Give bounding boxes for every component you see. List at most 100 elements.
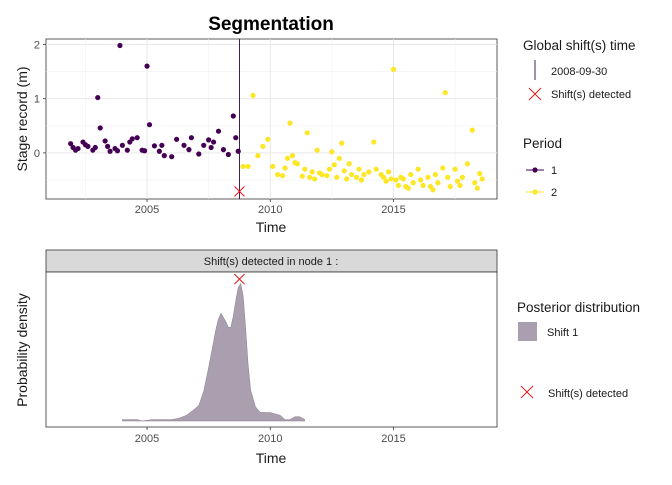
data-point-period-2	[284, 155, 291, 161]
data-point-period-2	[366, 169, 372, 175]
data-point-period-2	[279, 173, 286, 179]
data-point-period-1	[174, 136, 180, 142]
top-y-tick-label: 0	[34, 148, 40, 160]
top-panel: 2005 2010 2015 0 1 2 Time Stage record (m)	[14, 38, 498, 235]
data-point-period-1	[119, 142, 125, 148]
data-point-period-1	[186, 147, 192, 153]
data-point-period-2	[334, 174, 340, 180]
data-point-period-1	[105, 143, 111, 149]
data-point-period-1	[159, 142, 165, 148]
data-point-period-2	[395, 182, 402, 189]
legend-period-1-label: 1	[551, 165, 557, 177]
data-point-period-1	[92, 144, 98, 151]
data-point-period-2	[319, 171, 325, 178]
data-point-period-2	[464, 161, 471, 167]
bottom-legend: Posterior distribution Shift 1 Shift(s) …	[517, 300, 640, 400]
data-point-period-2	[307, 174, 313, 180]
data-point-period-1	[161, 153, 167, 159]
data-point-period-2	[405, 185, 411, 191]
legend-shift-time-label: 2008-09-30	[551, 66, 607, 78]
data-point-period-2	[346, 161, 352, 167]
data-point-period-2	[454, 178, 461, 184]
legend-bottom-detected-key	[520, 385, 534, 399]
data-point-period-1	[210, 139, 217, 145]
data-point-period-2	[255, 153, 261, 159]
posterior-density-area	[122, 282, 306, 422]
data-point-period-1	[235, 148, 241, 154]
data-point-period-2	[336, 155, 342, 161]
data-point-period-1	[95, 94, 101, 101]
top-legend: Global shift(s) time 2008-09-30 Shift(s)…	[523, 38, 636, 199]
data-point-period-2	[410, 180, 416, 186]
legend-period-2-key	[526, 189, 544, 195]
data-point-period-2	[361, 171, 367, 178]
data-point-period-1	[85, 143, 91, 149]
legend-period-2-label: 2	[551, 187, 557, 199]
legend-shift-title: Global shift(s) time	[523, 38, 636, 53]
data-point-period-1	[146, 122, 153, 128]
data-point-period-1	[156, 148, 162, 154]
data-point-period-2	[430, 187, 436, 193]
data-point-period-2	[432, 171, 438, 178]
data-point-period-1	[169, 154, 175, 160]
data-point-period-2	[383, 178, 389, 184]
data-point-period-1	[68, 141, 74, 147]
bottom-x-tick-label: 2015	[381, 433, 405, 445]
data-point-period-1	[117, 42, 123, 49]
data-point-period-2	[435, 180, 441, 186]
data-point-period-2	[356, 166, 362, 172]
data-point-period-2	[309, 169, 315, 175]
data-point-period-2	[270, 163, 276, 170]
data-point-period-2	[326, 166, 333, 172]
data-point-period-1	[206, 137, 212, 143]
data-point-period-2	[425, 174, 431, 180]
data-point-period-2	[474, 185, 480, 191]
data-point-period-2	[447, 183, 453, 190]
data-point-period-1	[233, 135, 239, 141]
legend-shift-detected-label: Shift(s) detected	[551, 89, 631, 101]
data-point-period-2	[339, 140, 345, 146]
top-x-tick-label: 2005	[135, 204, 159, 216]
data-point-period-1	[124, 147, 130, 153]
top-grid	[46, 39, 497, 199]
data-point-period-2	[245, 163, 251, 170]
bottom-y-axis-title: Probability density	[14, 293, 30, 407]
data-point-period-1	[129, 136, 135, 142]
data-point-period-2	[348, 171, 355, 178]
data-point-period-2	[265, 136, 271, 142]
data-point-period-2	[304, 130, 310, 136]
legend-posterior-title: Posterior distribution	[517, 300, 640, 315]
top-y-tick-label: 2	[34, 39, 40, 51]
data-point-period-2	[415, 166, 421, 172]
data-point-period-1	[188, 135, 195, 141]
data-point-period-2	[324, 173, 330, 179]
top-x-tick-label: 2010	[258, 204, 282, 216]
data-point-period-2	[388, 176, 394, 182]
data-point-period-2	[358, 177, 365, 183]
bottom-shift-detected-marker	[234, 273, 245, 285]
top-shift-line-group	[234, 39, 245, 199]
data-point-period-1	[201, 142, 207, 148]
top-y-tick-label: 1	[34, 94, 40, 106]
data-point-period-2	[344, 176, 350, 182]
data-point-period-2	[353, 174, 360, 180]
data-point-period-1	[230, 113, 236, 119]
bottom-x-tick-label: 2010	[258, 433, 282, 445]
data-point-period-2	[250, 92, 256, 99]
bottom-x-axis-title: Time	[256, 450, 287, 466]
strip-label: Shift(s) detected in node 1 :	[204, 256, 339, 268]
top-shift-detected-marker	[234, 186, 245, 197]
data-point-period-1	[181, 142, 187, 148]
data-point-period-1	[102, 138, 108, 144]
data-point-period-2	[260, 143, 266, 149]
data-point-period-2	[282, 165, 288, 171]
legend-period-title: Period	[523, 136, 562, 151]
bottom-panel: Shift(s) detected in node 1 : 2005 2010 20…	[14, 249, 498, 466]
bottom-x-ticks: 2005 2010 2015	[135, 427, 406, 445]
data-point-period-1	[151, 143, 158, 149]
top-y-axis-title: Stage record (m)	[14, 66, 30, 171]
data-point-period-2	[275, 171, 281, 178]
bottom-area-group	[122, 282, 306, 422]
data-point-period-1	[75, 145, 81, 152]
top-x-axis-title: Time	[256, 219, 287, 235]
